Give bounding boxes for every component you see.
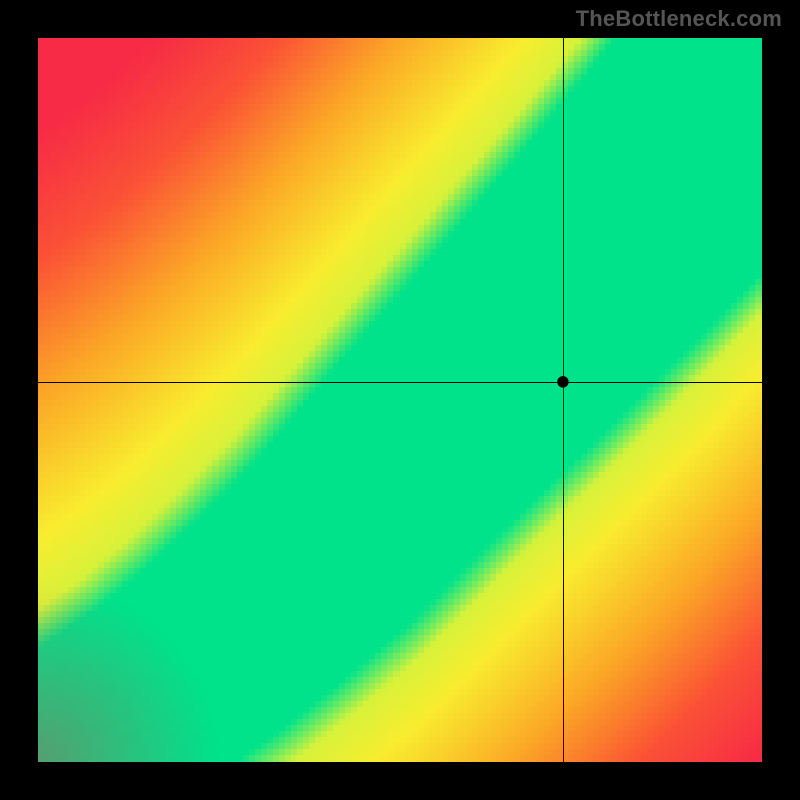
heatmap-plot xyxy=(38,38,762,762)
watermark-text: TheBottleneck.com xyxy=(576,6,782,32)
heatmap-canvas xyxy=(38,38,762,762)
